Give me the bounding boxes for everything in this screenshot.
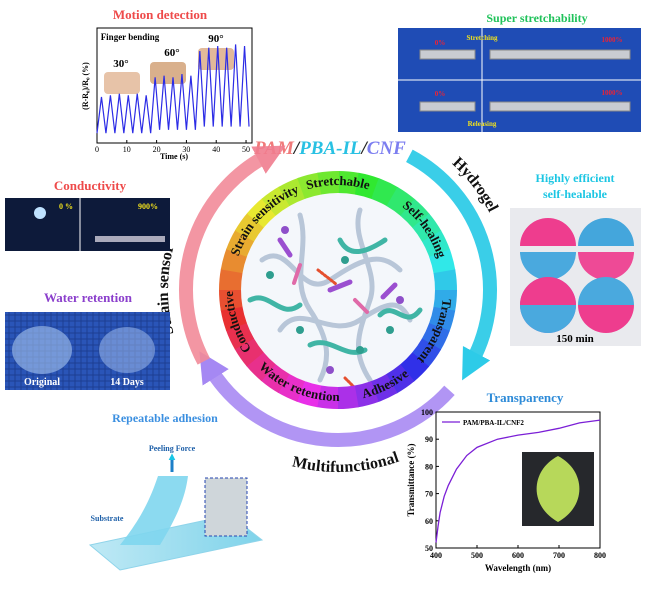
strain-label: 0%: [435, 39, 446, 47]
title-part: /: [292, 138, 301, 159]
ring-segment: [317, 171, 340, 195]
ring-segment: [399, 352, 430, 382]
photo: [5, 198, 170, 251]
signal-line: [96, 44, 250, 134]
y-axis-label: Transmittance (%): [406, 443, 416, 516]
annotation: Substrate: [91, 514, 124, 523]
y-tick-label: 90: [425, 435, 433, 444]
title-part: /: [359, 138, 368, 159]
caption: 14 Days: [110, 377, 144, 388]
half-gel: [578, 218, 634, 246]
sample: [95, 236, 165, 242]
title-part: PBA-IL: [298, 138, 361, 159]
annotation: Finger bending: [101, 32, 160, 42]
strain-label: 1000%: [602, 36, 623, 44]
angle-label: 90°: [208, 33, 223, 45]
healed-gel: [520, 277, 576, 305]
label: Highly efficient: [536, 171, 615, 185]
ring-segment: [336, 385, 359, 409]
ring-segment: [370, 178, 399, 207]
label: self-healable: [543, 187, 608, 201]
y-tick-label: 60: [425, 517, 433, 526]
gel: [12, 326, 72, 374]
gel: [99, 327, 155, 373]
x-tick-label: 700: [553, 551, 565, 560]
ruler: [419, 49, 476, 60]
y-tick-label: 70: [425, 490, 433, 499]
ring-segment: [219, 268, 243, 291]
x-tick-label: 500: [471, 551, 483, 560]
cycle-arrow: [406, 149, 497, 381]
label: Conductivity: [54, 178, 127, 193]
photo: [150, 62, 186, 84]
x-tick-label: 800: [594, 551, 606, 560]
y-axis-label: (R-R₀)/R₀ (%): [81, 62, 90, 110]
ruler: [489, 101, 631, 112]
angle-label: 60°: [164, 47, 179, 59]
healed-gel: [578, 277, 634, 305]
network: [247, 207, 423, 390]
strain-label: 900%: [138, 202, 158, 211]
x-tick-label: 30: [182, 145, 190, 154]
zoom: [204, 477, 248, 537]
x-tick-label: 0: [95, 145, 99, 154]
x-tick-label: 20: [153, 145, 161, 154]
y-tick-label: 50: [425, 544, 433, 553]
photo: [104, 72, 140, 94]
label: Transparency: [487, 390, 564, 405]
gel-strip: [120, 476, 188, 545]
ions: [266, 226, 404, 374]
caption: Original: [24, 377, 60, 388]
label: Super stretchability: [486, 11, 587, 25]
half-gel: [520, 252, 576, 280]
action-label: Releasing: [468, 120, 497, 128]
ring-segment: [433, 269, 457, 292]
caption: 150 min: [556, 333, 594, 345]
ruler: [489, 49, 631, 60]
label: Water retention: [44, 290, 133, 305]
led: [34, 207, 46, 219]
x-axis-label: Time (s): [160, 152, 188, 161]
annotation: Peeling Force: [149, 444, 196, 453]
healed-gel: [578, 305, 634, 333]
leaf: [536, 456, 580, 522]
label: Motion detection: [113, 7, 208, 22]
half-gel: [520, 218, 576, 246]
photo: [198, 48, 234, 70]
half-gel: [578, 252, 634, 280]
angle-label: 30°: [113, 58, 128, 70]
material-title: PAM/PBA-IL/CNF: [253, 138, 406, 159]
hub: [241, 193, 435, 390]
strain-label: 0 %: [59, 202, 73, 211]
cycle-arrow: [199, 351, 455, 447]
ruler: [419, 101, 476, 112]
x-tick-label: 40: [212, 145, 220, 154]
healed-gel: [520, 305, 576, 333]
transmittance-line: [435, 419, 601, 543]
label: Repeatable adhesion: [112, 411, 218, 425]
strain-label: 0%: [435, 90, 446, 98]
legend-label: PAM/PBA-IL/CNF2: [463, 419, 524, 427]
action-label: Stretching: [467, 34, 498, 42]
arc-text: Stretchable: [304, 173, 372, 192]
x-tick-label: 10: [123, 145, 131, 154]
hub-core: [241, 193, 435, 387]
x-axis-label: Wavelength (nm): [485, 563, 551, 573]
strain-label: 1000%: [602, 89, 623, 97]
x-tick-label: 600: [512, 551, 524, 560]
y-tick-label: 100: [421, 408, 433, 417]
title-part: CNF: [367, 138, 406, 159]
cycle-arrow: [179, 145, 286, 365]
y-tick-label: 80: [425, 462, 433, 471]
x-tick-label: 400: [430, 551, 442, 560]
x-tick-label: 50: [242, 145, 250, 154]
arc-label: Stretchable: [304, 173, 372, 192]
